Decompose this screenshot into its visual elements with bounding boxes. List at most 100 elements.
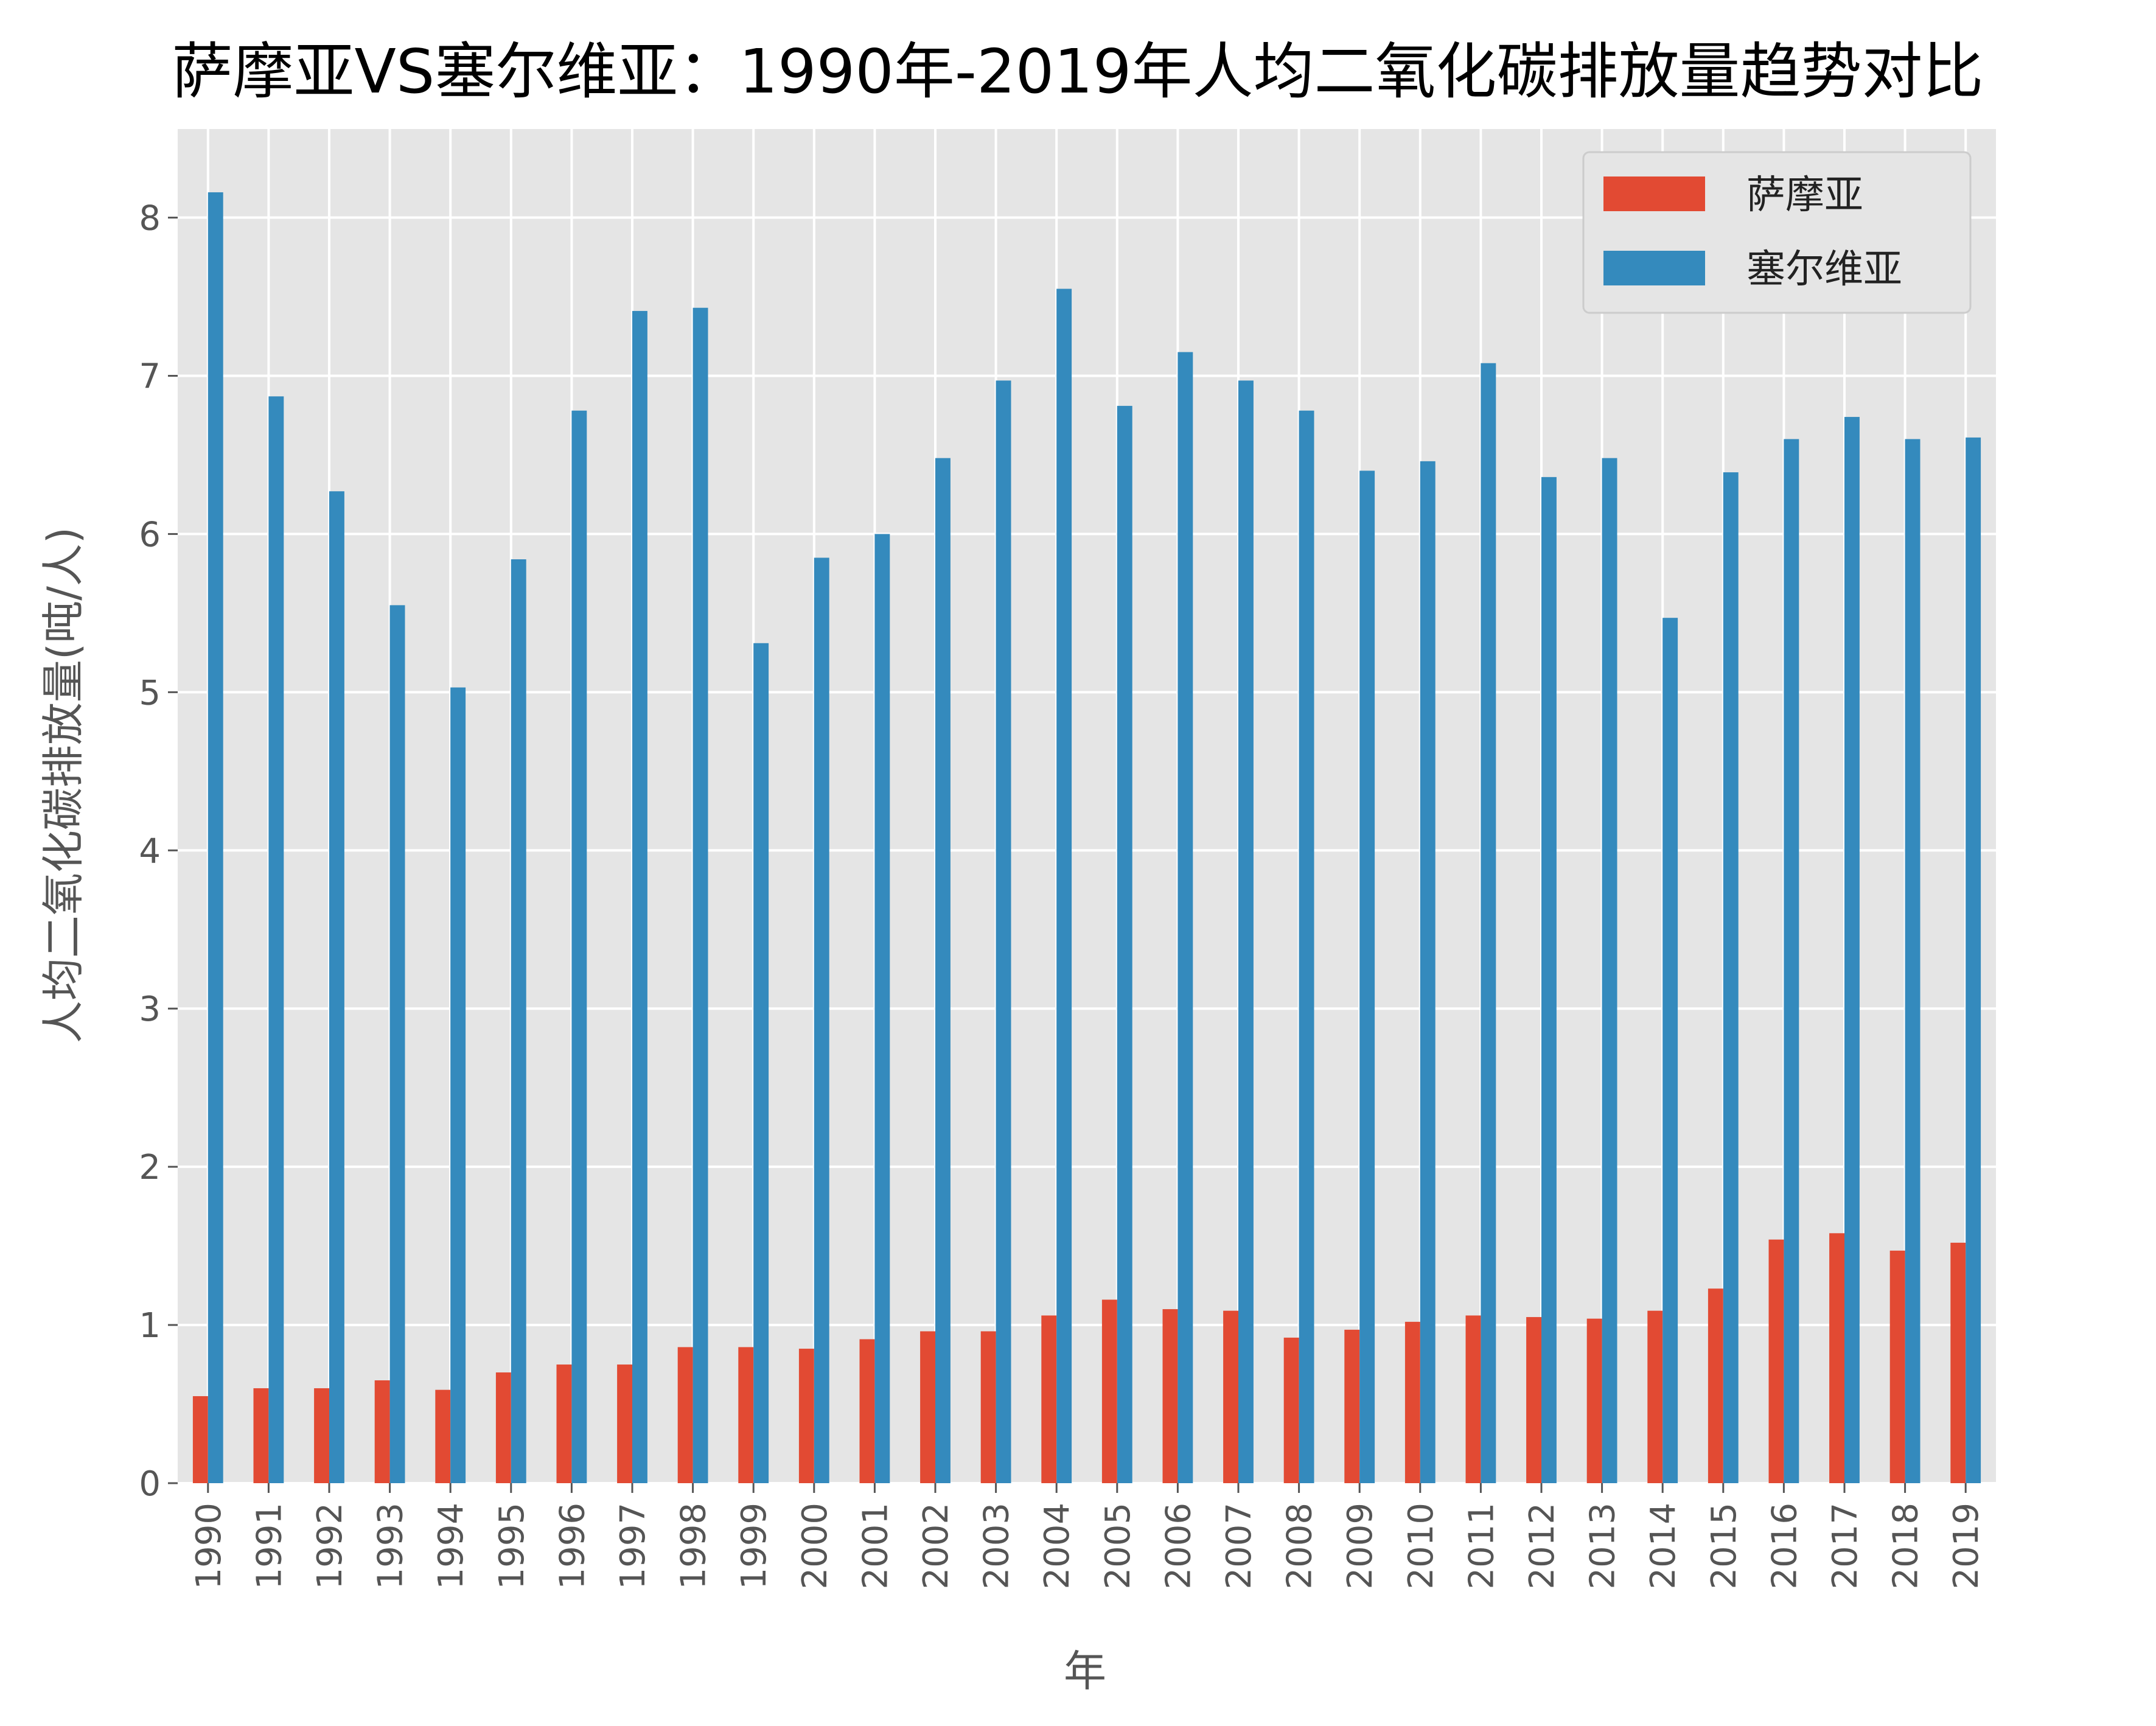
x-tick-label: 2004 [1038,1503,1077,1590]
bar-series-0 [1162,1309,1178,1483]
x-tick-label: 2013 [1583,1503,1623,1590]
bar-series-0 [1101,1299,1117,1483]
x-tick-label: 1992 [310,1503,350,1590]
bar-series-1 [693,307,708,1483]
bar-series-1 [1359,470,1375,1483]
x-tick-label: 1996 [553,1503,592,1590]
bar-series-0 [798,1349,814,1483]
x-tick-label: 2003 [977,1503,1017,1590]
bar-series-0 [374,1380,390,1483]
x-tick-label: 1995 [492,1503,532,1590]
x-tick-label: 1994 [431,1503,471,1590]
x-tick-label: 2018 [1886,1503,1926,1590]
y-axis-label: 人均二氧化碳排放量(吨/人) [38,527,88,1043]
bar-series-1 [935,458,951,1483]
legend-swatch [1603,251,1705,285]
x-tick-label: 2011 [1462,1503,1501,1590]
bar-series-0 [1829,1233,1844,1483]
x-tick-label: 2016 [1765,1503,1804,1590]
bar-series-0 [859,1339,875,1483]
bar-series-0 [1768,1239,1784,1483]
x-tick-label: 2012 [1523,1503,1562,1590]
bar-series-0 [677,1347,693,1483]
bar-series-0 [1041,1315,1057,1483]
x-tick-label: 1990 [189,1503,229,1590]
bar-series-0 [253,1388,269,1483]
bar-series-0 [1647,1310,1663,1483]
bars [192,192,1981,1484]
y-tick-label: 3 [139,990,161,1029]
bar-series-0 [495,1372,511,1483]
y-tick-label: 5 [139,673,161,713]
chart-title: 萨摩亚VS塞尔维亚：1990年-2019年人均二氧化碳排放量趋势对比 [172,36,1984,107]
bar-series-0 [435,1389,451,1483]
bar-series-1 [1844,417,1860,1483]
x-tick-label: 2017 [1826,1503,1865,1590]
x-tick-label: 2008 [1280,1503,1320,1590]
y-tick-label: 4 [139,831,161,871]
bar-series-0 [1950,1242,1966,1483]
bar-series-0 [617,1364,632,1483]
bar-series-1 [1602,458,1617,1483]
x-axis-label: 年 [1064,1646,1106,1696]
x-tick-label: 2014 [1644,1503,1683,1590]
legend-label: 塞尔维亚 [1746,247,1902,292]
bar-series-0 [1283,1337,1299,1483]
x-tick-label: 1999 [734,1503,774,1590]
bar-series-1 [1966,437,1981,1484]
bar-series-1 [571,410,587,1483]
bar-series-1 [753,643,769,1483]
plot-area [178,129,1996,1483]
bar-series-0 [738,1347,754,1483]
bar-series-1 [1056,288,1072,1484]
bar-series-0 [1344,1329,1360,1483]
bar-series-1 [1784,439,1799,1483]
bar-series-0 [980,1331,996,1483]
bar-series-0 [1465,1315,1481,1483]
x-tick-label: 2007 [1219,1503,1259,1590]
y-tick-label: 1 [139,1306,161,1346]
bar-series-1 [1299,410,1314,1483]
bar-series-0 [1708,1288,1723,1483]
bar-series-1 [632,310,647,1483]
axes: 0 1 2 3 4 5 6 7 8 1990 1991 1992 1993 1994 1995 1996 199… [139,199,1986,1590]
x-tick-label: 2009 [1341,1503,1380,1590]
legend-label: 萨摩亚 [1746,173,1863,218]
y-tick-label: 0 [139,1464,161,1504]
bar-series-1 [511,559,526,1484]
x-tick-label: 1997 [613,1503,653,1590]
bar-series-1 [1662,618,1678,1484]
bar-series-1 [450,687,466,1483]
bar-series-0 [920,1331,935,1483]
x-tick-label: 2005 [1098,1503,1138,1590]
bar-series-0 [556,1364,572,1483]
bar-series-1 [874,534,890,1483]
legend-swatch [1603,176,1705,211]
y-tick-label: 6 [139,515,161,554]
bar-series-0 [1586,1318,1602,1483]
bar-series-1 [1177,352,1193,1483]
bar-series-0 [1223,1310,1238,1483]
bar-series-1 [1481,363,1496,1483]
bar-series-0 [1889,1250,1905,1483]
x-tick-label: 2000 [795,1503,835,1590]
x-tick-label: 1991 [249,1503,289,1590]
x-tick-label: 2006 [1159,1503,1198,1590]
bar-series-1 [1723,472,1739,1484]
bar-series-1 [1541,477,1557,1484]
x-tick-label: 2019 [1947,1503,1986,1590]
x-tick-label: 2002 [916,1503,956,1590]
bar-series-0 [192,1396,208,1483]
bar-series-0 [1526,1317,1541,1483]
x-tick-label: 1993 [371,1503,411,1590]
bar-series-1 [268,396,284,1484]
bar-series-1 [389,605,405,1483]
bar-series-1 [814,557,829,1483]
bar-series-1 [996,380,1011,1483]
x-tick-label: 2015 [1704,1503,1744,1590]
bar-series-1 [1238,380,1254,1483]
bar-series-1 [208,192,223,1484]
bar-series-1 [1905,439,1921,1483]
